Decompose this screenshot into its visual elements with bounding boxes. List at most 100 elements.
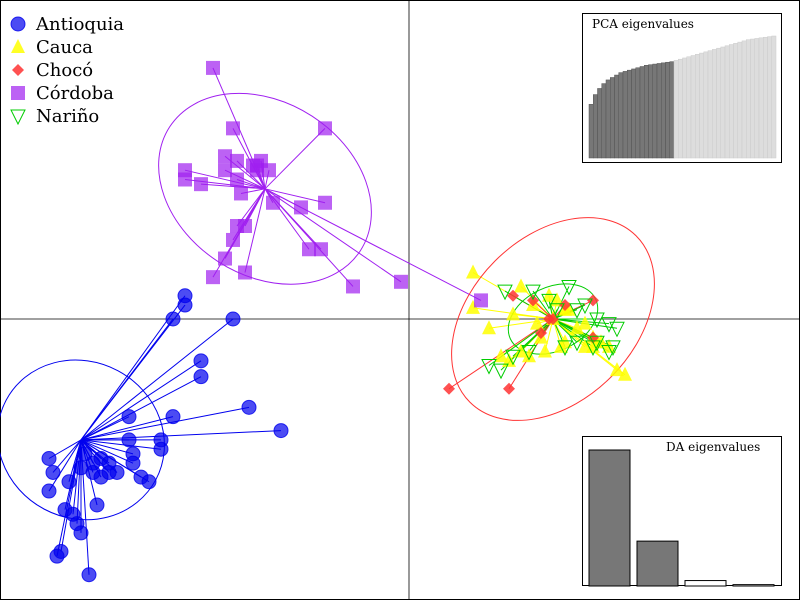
antioquia-point: [125, 455, 141, 471]
choco-point: [507, 289, 519, 302]
pca-eigenvalue-bar: [639, 66, 645, 159]
pca-eigenvalue-bar: [703, 51, 709, 159]
cordoba-point: [262, 163, 276, 178]
cordoba-spoke: [264, 188, 326, 204]
cordoba-point: [346, 279, 360, 294]
antioquia-spoke: [80, 376, 202, 441]
narino-point: [521, 345, 537, 361]
legend-label-antioquia: Antioquia: [35, 14, 124, 35]
da-eigenvalue-bar: [732, 584, 775, 587]
cordoba-point: [294, 200, 308, 215]
da-bars: [588, 449, 775, 587]
da-eigenvalue-bar: [636, 540, 679, 587]
antioquia-spoke: [48, 439, 82, 492]
narino-point: [481, 359, 497, 375]
antioquia-point: [45, 464, 61, 480]
pca-eigenvalue-bar: [597, 88, 602, 159]
antioquia-point: [165, 409, 181, 425]
legend-marker-cauca: [11, 39, 25, 53]
narino-point: [589, 335, 605, 352]
cauca-point: [466, 299, 480, 314]
pca-eigenvalue-bar: [635, 67, 641, 159]
pca-bars: [588, 35, 777, 159]
cordoba-spoke: [244, 188, 266, 273]
cauca-point: [522, 348, 536, 363]
antioquia-spoke: [80, 318, 174, 441]
pca-eigenvalue-bar: [712, 49, 717, 159]
antioquia-spoke: [80, 416, 130, 441]
pca-eigenvalue-bar: [661, 62, 666, 159]
pca-eigenvalue-bar: [763, 36, 768, 159]
pca-eigenvalue-bar: [618, 72, 624, 159]
cauca-point: [610, 362, 624, 377]
pca-eigenvalues-inset: PCA eigenvalues: [582, 13, 782, 163]
pca-eigenvalue-bar: [754, 38, 760, 159]
antioquia-spoke: [80, 416, 174, 441]
legend-marker-narino: [10, 109, 26, 126]
narino-spoke: [552, 318, 610, 325]
antioquia-point: [41, 451, 57, 466]
narino-point: [549, 303, 565, 319]
cordoba-point: [230, 172, 244, 187]
legend-label-cordoba: Córdoba: [36, 83, 114, 104]
cordoba-point: [250, 163, 264, 178]
legend-label-cauca: Cauca: [36, 37, 93, 58]
antioquia-point: [89, 497, 105, 513]
antioquia-point: [153, 441, 169, 457]
antioquia-point: [141, 474, 157, 490]
cordoba-point: [318, 121, 332, 136]
narino-point: [569, 303, 585, 319]
antioquia-point: [225, 311, 241, 327]
legend-item-cordoba: Córdoba: [11, 83, 114, 104]
narino-point: [505, 349, 521, 366]
antioquia-spoke: [80, 439, 134, 455]
pca-eigenvalue-bar: [767, 36, 772, 159]
da-eigenvalue-bar: [588, 449, 631, 587]
pca-eigenvalue-bar: [644, 65, 649, 159]
pca-eigenvalue-bar: [678, 58, 683, 159]
cauca-point: [494, 348, 508, 363]
cordoba-point: [226, 121, 240, 136]
legend-label-narino: Nariño: [36, 106, 99, 127]
cordoba-point: [218, 149, 232, 164]
cordoba-point: [314, 242, 328, 257]
antioquia-spoke: [80, 406, 250, 441]
antioquia-spoke: [80, 318, 234, 441]
cauca-point: [570, 320, 584, 335]
antioquia-point: [193, 353, 209, 369]
antioquia-point: [73, 460, 89, 476]
pca-eigenvalue-bar: [737, 41, 743, 159]
cauca-point: [466, 264, 480, 279]
cordoba-spoke: [264, 127, 326, 190]
da-eigenvalue-bar: [684, 580, 727, 587]
cauca-point: [550, 292, 564, 307]
legend-item-narino: Nariño: [10, 106, 99, 127]
pca-eigenvalue-bar: [771, 35, 777, 159]
antioquia-point: [241, 399, 257, 415]
narino-point: [569, 335, 585, 352]
cordoba-point: [318, 195, 332, 210]
cauca-point: [578, 315, 592, 330]
pca-eigenvalue-bar: [699, 52, 704, 159]
antioquia-point: [177, 297, 193, 313]
da-eigenvalues-inset: DA eigenvalues: [582, 436, 782, 587]
antioquia-point: [41, 483, 57, 499]
antioquia-point: [273, 423, 289, 439]
pca-eigenvalue-bar: [758, 37, 764, 159]
antioquia-point: [109, 464, 125, 480]
pca-eigenvalue-bar: [673, 60, 679, 159]
antioquia-point: [93, 451, 109, 466]
cordoba-point: [266, 195, 280, 210]
pca-eigenvalue-bar: [682, 57, 687, 159]
narino-point: [605, 340, 621, 357]
pca-eigenvalue-bar: [750, 38, 755, 159]
antioquia-point: [165, 311, 181, 327]
cordoba-point: [238, 265, 252, 280]
pca-eigenvalue-bar: [690, 55, 696, 159]
pca-eigenvalue-bar: [665, 61, 670, 159]
choco-point: [443, 382, 455, 395]
antioquia-spoke: [80, 360, 202, 441]
pca-inset-title: PCA eigenvalues: [592, 17, 694, 31]
cauca-point: [514, 343, 528, 358]
